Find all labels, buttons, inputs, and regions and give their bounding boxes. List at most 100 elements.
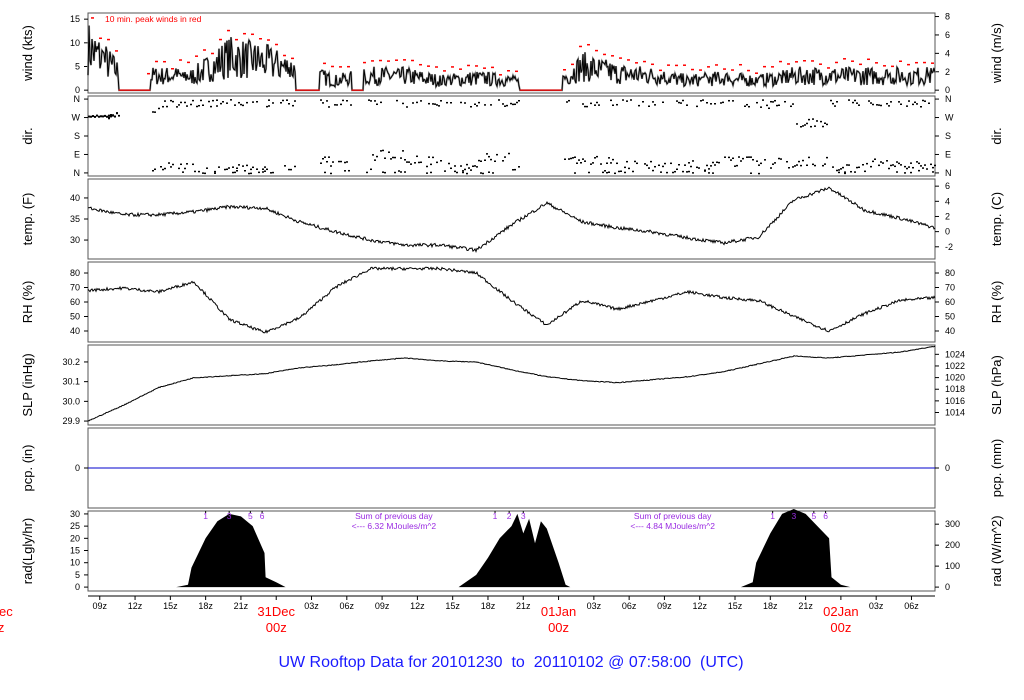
wind-direction-point [160, 166, 162, 168]
wind-direction-point [502, 160, 504, 162]
wind-direction-point [584, 105, 586, 108]
wind-direction-point [176, 106, 178, 108]
y-tick-label: 5 [75, 570, 80, 580]
x-axis: 09z 12z 15z 18z 21z 03z 06z 09z 12z 15z 18z 21z 03z 0… [0, 595, 935, 635]
peak-wind-mark [227, 29, 230, 32]
wind-direction-point [658, 164, 660, 167]
wind-direction-point [496, 153, 498, 156]
wind-direction-point [824, 163, 826, 165]
wind-direction-point [836, 169, 838, 172]
wind-direction-point [172, 163, 174, 166]
wind-direction-point [660, 171, 662, 173]
date-time-label: 00z [830, 620, 851, 635]
wind-direction-point [742, 157, 744, 160]
peak-wind-mark [891, 65, 894, 68]
y-tick-label-right: 100 [945, 561, 960, 571]
wind-direction-point [720, 102, 722, 104]
peak-wind-mark [731, 69, 734, 71]
daily-sum-value: <--- 6.32 MJoules/m^2 [352, 521, 437, 531]
wind-direction-point [398, 170, 400, 172]
y-tick-label: 15 [70, 546, 80, 556]
peak-wind-mark [411, 59, 414, 62]
wind-direction-point [582, 103, 584, 105]
wind-direction-point [812, 163, 814, 166]
wind-direction-point [802, 125, 804, 127]
wind-direction-point [584, 160, 586, 162]
peak-wind-mark [859, 63, 862, 66]
y-tick-label: 30.2 [62, 357, 80, 367]
wind-direction-point [214, 172, 216, 174]
solar-hour-label: 6 [260, 511, 265, 521]
peak-wind-mark [339, 66, 342, 68]
wind-direction-point [480, 172, 482, 174]
wind-direction-point [608, 157, 610, 159]
wind-direction-point [216, 99, 218, 101]
wind-direction-point [154, 168, 156, 171]
peak-wind-mark [387, 60, 390, 62]
y-tick-label-right: 1020 [945, 373, 965, 383]
wind-direction-point [488, 171, 490, 173]
wind-direction-point [826, 123, 828, 126]
wind-direction-point [800, 164, 802, 167]
date-time-label: 00z [548, 620, 569, 635]
solar-hour-label: 5 [248, 511, 253, 521]
y-axis-label-right: RH (%) [989, 281, 1004, 324]
slp-series-line [87, 345, 936, 422]
x-tick-label: 06z [904, 601, 919, 611]
wind-direction-point [244, 169, 246, 172]
wind-direction-point [454, 165, 456, 167]
wind-direction-point [744, 105, 746, 107]
wind-direction-point [346, 161, 348, 163]
wind-direction-point [874, 158, 876, 160]
wind-direction-point [486, 153, 488, 155]
y-tick-label-right: E [945, 149, 951, 159]
wind-direction-point [844, 171, 846, 173]
wind-direction-point [834, 105, 836, 107]
wind-direction-point [662, 165, 664, 168]
wind-direction-point [200, 99, 202, 102]
peak-wind-mark [907, 63, 910, 66]
wind-direction-point [574, 156, 576, 158]
wind-direction-point [664, 162, 666, 165]
wind-direction-point [900, 103, 902, 106]
peak-wind-mark [787, 63, 790, 65]
wind-direction-point [608, 171, 610, 174]
peak-wind-mark [611, 55, 614, 57]
wind-direction-point [476, 105, 478, 107]
peak-wind-mark [363, 61, 366, 64]
peak-wind-mark [579, 45, 582, 48]
wind-direction-point [888, 167, 890, 170]
wind-direction-point [864, 170, 866, 173]
wind-direction-point [490, 104, 492, 106]
y-tick-label-right: 8 [945, 12, 950, 22]
solar-hour-label: 5 [811, 511, 816, 521]
peak-wind-mark [843, 58, 846, 60]
wind-direction-point [210, 105, 212, 108]
peak-wind-mark [323, 62, 326, 65]
wind-direction-point [896, 171, 898, 173]
y-axis-label-right: pcp. (mm) [989, 439, 1004, 498]
wind-direction-point [682, 170, 684, 173]
peak-wind-mark [667, 64, 670, 66]
wind-direction-point [328, 156, 330, 158]
wind-direction-point [250, 172, 252, 175]
peak-wind-mark [811, 60, 814, 62]
wind-direction-point [374, 100, 376, 102]
wind-direction-point [592, 162, 594, 164]
wind-direction-point [282, 99, 284, 102]
wind-direction-point [778, 104, 780, 107]
wind-direction-point [100, 115, 102, 118]
wind-direction-point [600, 163, 602, 165]
y-tick-label-right: W [945, 113, 954, 123]
peak-wind-mark [443, 70, 446, 72]
wind-direction-point [180, 101, 182, 104]
wind-direction-point [678, 163, 680, 166]
wind-direction-point [272, 171, 274, 174]
wind-direction-point [504, 105, 506, 107]
wind-direction-point [242, 104, 244, 107]
wind-direction-point [266, 105, 268, 108]
wind-direction-point [392, 156, 394, 159]
wind-direction-point [208, 100, 210, 103]
